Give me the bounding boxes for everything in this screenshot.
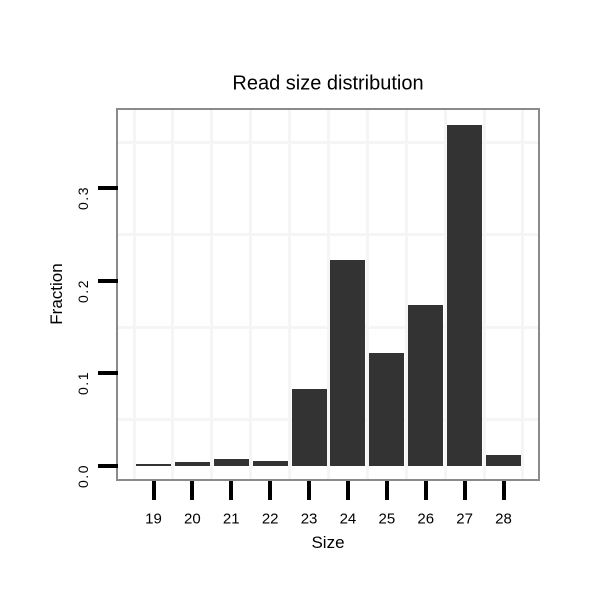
v-gridline xyxy=(365,110,369,479)
v-gridline xyxy=(132,110,136,479)
h-gridline xyxy=(118,418,538,422)
v-gridline xyxy=(327,110,330,479)
bar-size-28 xyxy=(486,454,521,466)
v-gridline xyxy=(521,110,525,479)
x-tick-label-28: 28 xyxy=(495,510,512,528)
x-tick-28 xyxy=(501,481,506,500)
y-tick-label-0.2: 0.2 xyxy=(75,278,91,303)
bar-size-21 xyxy=(213,458,249,466)
bar-size-27 xyxy=(447,125,483,466)
bar-size-22 xyxy=(252,461,288,466)
bar-size-20 xyxy=(174,462,210,466)
y-tick-0.1 xyxy=(98,371,118,376)
x-tick-label-27: 27 xyxy=(456,510,473,528)
h-gridline xyxy=(118,233,538,237)
v-gridline xyxy=(249,110,253,479)
v-gridline xyxy=(210,110,214,479)
x-tick-22 xyxy=(268,481,273,500)
bar-size-23 xyxy=(291,389,327,466)
plot-panel xyxy=(116,108,540,481)
x-tick-label-24: 24 xyxy=(339,510,357,528)
bar-size-25 xyxy=(369,353,405,466)
x-tick-24 xyxy=(345,481,350,500)
x-tick-label-23: 23 xyxy=(300,510,318,528)
x-axis-label: Size xyxy=(311,533,345,552)
bar-size-26 xyxy=(408,304,444,466)
x-tick-21 xyxy=(229,481,234,500)
chart-title: Read size distribution xyxy=(232,72,424,95)
x-tick-label-25: 25 xyxy=(378,510,396,528)
y-tick-0.3 xyxy=(98,186,118,191)
x-tick-20 xyxy=(190,481,195,500)
y-tick-0.0 xyxy=(98,464,118,468)
x-tick-label-22: 22 xyxy=(261,510,279,528)
h-gridline xyxy=(118,140,538,144)
x-tick-19 xyxy=(151,481,156,500)
x-tick-label-26: 26 xyxy=(417,510,435,528)
y-tick-label-0.1: 0.1 xyxy=(75,371,91,396)
bar-size-24 xyxy=(330,259,366,466)
v-gridline xyxy=(288,110,292,479)
v-gridline xyxy=(482,110,486,479)
y-tick-label-0.0: 0.0 xyxy=(75,464,91,488)
x-tick-label-19: 19 xyxy=(145,510,162,528)
bar-size-19 xyxy=(136,464,171,466)
y-axis-label: Fraction xyxy=(47,263,66,325)
v-gridline xyxy=(404,110,408,479)
v-gridline xyxy=(171,110,175,479)
x-tick-26 xyxy=(423,481,428,500)
x-tick-27 xyxy=(462,481,467,500)
x-tick-label-20: 20 xyxy=(184,510,201,528)
h-gridline xyxy=(118,325,538,329)
y-tick-0.2 xyxy=(98,278,118,283)
y-tick-label-0.3: 0.3 xyxy=(75,186,91,211)
x-tick-label-21: 21 xyxy=(222,510,240,528)
x-tick-25 xyxy=(384,481,389,500)
v-gridline xyxy=(443,110,447,479)
x-tick-23 xyxy=(307,481,312,500)
